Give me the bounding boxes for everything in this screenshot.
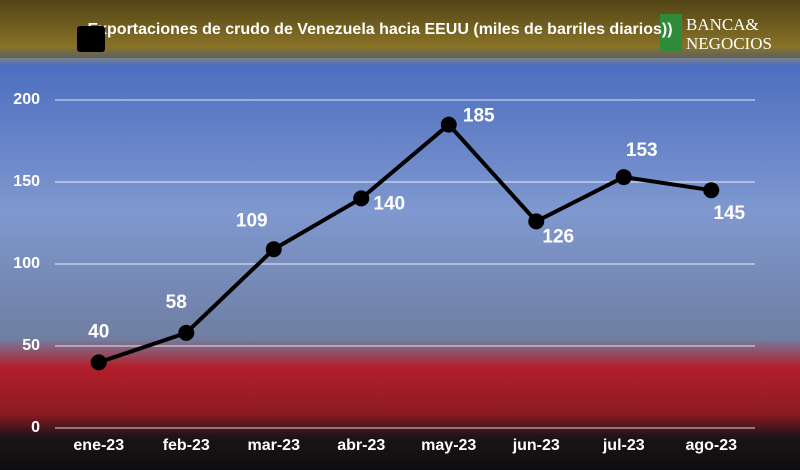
point [178, 324, 195, 341]
y-tick-label: 200 [13, 91, 40, 108]
value-label: 40 [88, 321, 109, 342]
value-label: 109 [236, 210, 268, 231]
x-tick-label: ene-23 [73, 437, 124, 454]
value-label: 140 [373, 193, 405, 214]
x-tick-label: may-23 [421, 437, 476, 454]
value-label: 58 [166, 292, 187, 313]
x-tick-label: ago-23 [685, 437, 737, 454]
point [615, 169, 632, 186]
value-label: 185 [463, 106, 495, 127]
x-tick-label: abr-23 [337, 437, 385, 454]
series-line [98, 121, 712, 365]
x-tick-label: mar-23 [248, 437, 301, 454]
x-tick-label: jul-23 [602, 437, 645, 454]
value-label: 145 [713, 203, 745, 224]
point [265, 241, 282, 258]
logo-icon [660, 14, 682, 52]
point [528, 213, 545, 230]
logo-text: NEGOCIOS [686, 34, 772, 53]
y-tick-label: 50 [22, 337, 40, 354]
value-label: 126 [542, 226, 574, 247]
x-tick-label: jun-23 [512, 437, 560, 454]
value-label: 153 [626, 140, 658, 161]
y-tick-label: 100 [13, 255, 40, 272]
x-tick-label: feb-23 [163, 437, 210, 454]
point [703, 182, 720, 199]
legend-swatch [77, 26, 105, 52]
chart-title: Exportaciones de crudo de Venezuela haci… [87, 21, 672, 38]
point [90, 354, 107, 371]
logo-text: BANCA& [686, 15, 759, 34]
logo: BANCA& NEGOCIOS [660, 14, 772, 53]
point [440, 116, 457, 133]
y-tick-label: 0 [31, 419, 40, 436]
y-tick-label: 150 [13, 173, 40, 190]
point [353, 190, 370, 207]
